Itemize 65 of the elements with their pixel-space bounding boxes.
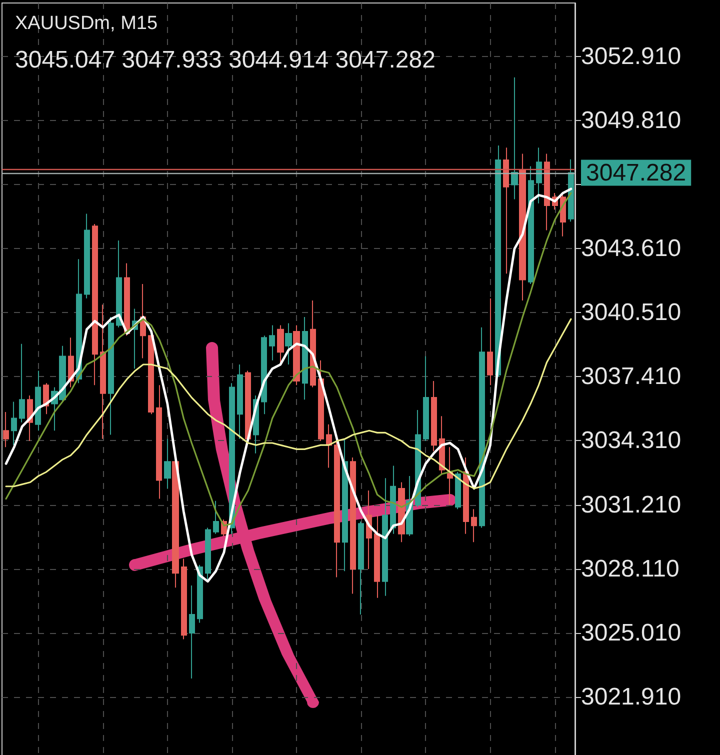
- text: XAUUSDm, M15: [15, 13, 158, 34]
- candlestick: [463, 456, 469, 534]
- candlestick: [11, 401, 17, 446]
- candlestick: [205, 527, 211, 580]
- y-tick-label: 3021.910: [581, 683, 682, 710]
- y-tick-label: 3034.310: [581, 427, 682, 454]
- candlestick: [503, 147, 509, 274]
- y-tick-label: 3037.410: [581, 363, 682, 390]
- candlestick: [84, 213, 90, 299]
- candlestick: [528, 166, 534, 284]
- candlestick: [568, 158, 574, 222]
- candlestick: [487, 298, 493, 386]
- candlestick: [431, 380, 437, 452]
- candlestick: [423, 356, 429, 442]
- line-series: [5, 192, 572, 526]
- candlestick: [100, 304, 106, 440]
- candlestick: [197, 564, 203, 624]
- y-tick-label: 3043.610: [581, 235, 682, 262]
- candlestick: [277, 324, 284, 363]
- candlestick: [269, 324, 275, 361]
- candlestick: [374, 514, 380, 598]
- candlestick: [536, 147, 542, 204]
- candlestick: [326, 424, 332, 468]
- candlestick: [318, 360, 324, 442]
- candlestick: [156, 384, 162, 500]
- ref-line-label: 3047.282: [586, 159, 686, 186]
- candlestick: [3, 412, 9, 448]
- candlestick: [334, 440, 340, 578]
- y-tick-label: 3049.810: [581, 107, 682, 134]
- candlestick: [350, 456, 356, 594]
- candlestick: [447, 446, 453, 506]
- candlestick: [35, 370, 41, 432]
- candlestick: [237, 364, 243, 440]
- candlestick: [479, 326, 485, 528]
- text: 3045.047 3047.933 3044.914 3047.282: [15, 46, 436, 74]
- candlestick: [382, 478, 388, 596]
- candlestick: [293, 324, 300, 386]
- candlestick: [92, 224, 98, 386]
- candlestick: [19, 343, 25, 423]
- y-tick-label: 3028.110: [581, 555, 680, 582]
- y-tick-label: 3040.510: [581, 299, 682, 326]
- candlestick: [181, 558, 187, 640]
- candlestick: [189, 585, 195, 679]
- y-tick-label: 3025.010: [581, 619, 682, 646]
- candlestick: [455, 471, 461, 510]
- y-tick-label: 3031.210: [581, 491, 682, 518]
- candlestick: [390, 465, 396, 534]
- y-tick-label: 3052.910: [581, 43, 682, 70]
- candlestick: [124, 262, 130, 336]
- candlestick: [471, 508, 477, 543]
- candlestick: [544, 153, 550, 231]
- candlestick: [213, 500, 219, 534]
- line-series: [5, 318, 572, 490]
- candlestick: [358, 521, 364, 615]
- candlestick: [164, 438, 171, 489]
- candlestick: [261, 335, 267, 415]
- candlestick: [116, 240, 122, 328]
- candlestick: [302, 316, 308, 400]
- candlestick: [511, 76, 518, 200]
- candlestick: [108, 316, 114, 436]
- candlestick: [342, 438, 348, 572]
- candlestick: [285, 322, 292, 366]
- line-series: [4, 188, 572, 583]
- candlestick: [519, 153, 526, 301]
- candlestick: [495, 145, 501, 378]
